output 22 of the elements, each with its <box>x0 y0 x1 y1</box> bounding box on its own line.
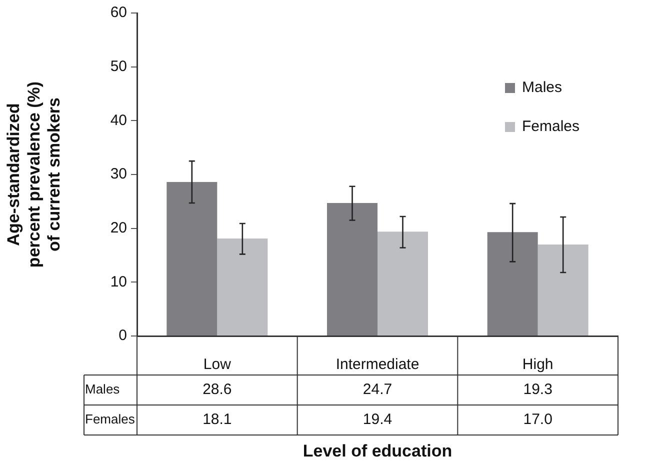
text: Females <box>85 412 135 427</box>
text: Males <box>85 382 120 397</box>
x-axis-title: Level of education <box>302 442 452 461</box>
y-axis-title: Age-standardized percent prevalence (%) of current smokers <box>4 81 64 268</box>
y-tick-label: 60 <box>110 4 127 22</box>
data-label: 18.1 <box>202 411 232 428</box>
data-label: 17.0 <box>523 411 552 428</box>
x-tick-label: Low <box>203 356 232 374</box>
data-label: 19.3 <box>523 381 552 398</box>
data-label: 28.6 <box>202 381 232 398</box>
data-label: 19.4 <box>362 411 392 428</box>
legend-label: Males <box>522 79 562 96</box>
y-tick-label: 50 <box>110 58 127 75</box>
x-tick-label: Intermediate <box>336 356 420 374</box>
data-label: 24.7 <box>362 381 392 398</box>
y-tick-label: 10 <box>110 273 127 290</box>
y-tick-label: 20 <box>110 219 127 236</box>
y-tick-label: 30 <box>110 166 127 183</box>
y-tick-label: 40 <box>110 112 127 129</box>
legend-label: Females <box>522 118 580 136</box>
y-tick-label: 0 <box>118 327 127 344</box>
x-tick-label: High <box>522 356 554 374</box>
